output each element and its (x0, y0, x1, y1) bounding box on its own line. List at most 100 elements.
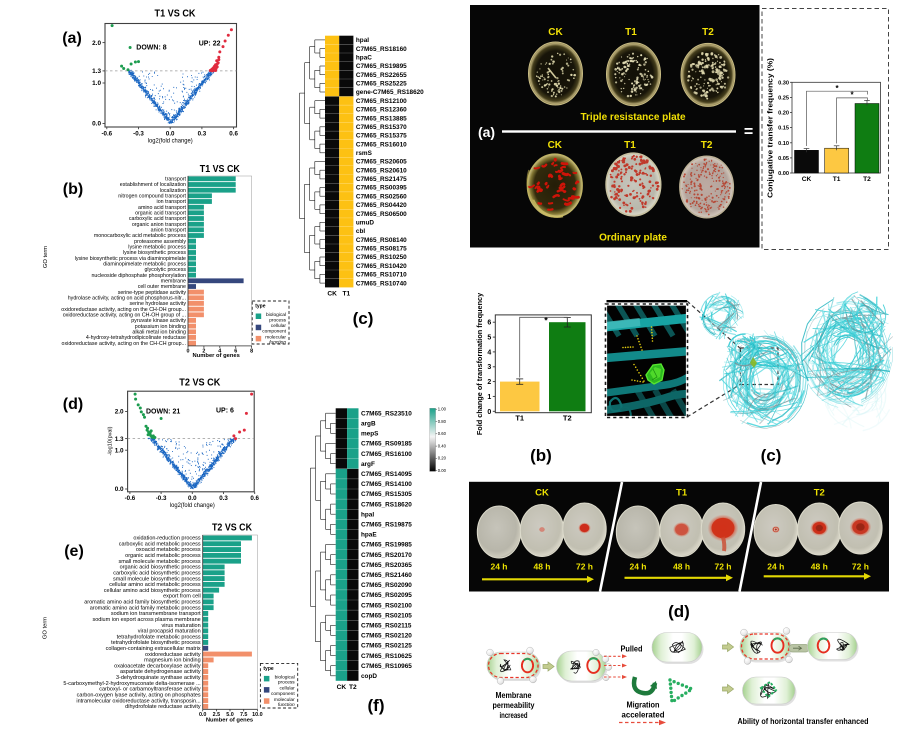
svg-text:0.0: 0.0 (199, 712, 207, 718)
svg-text:C7M65_RS22655: C7M65_RS22655 (356, 72, 407, 79)
svg-text:rsmS: rsmS (356, 150, 373, 157)
svg-text:CK: CK (337, 684, 347, 691)
svg-text:C7M65_RS12360: C7M65_RS12360 (356, 107, 407, 114)
svg-text:0.20: 0.20 (778, 111, 789, 117)
svg-text:C7M65_RS02120: C7M65_RS02120 (361, 633, 412, 640)
svg-text:0.3: 0.3 (198, 130, 207, 137)
svg-text:oxidoreductase activity, actin: oxidoreductase activity, acting on the C… (62, 341, 186, 347)
svg-text:CK: CK (802, 176, 812, 183)
svg-text:type: type (263, 666, 274, 672)
svg-text:hpaE: hpaE (361, 532, 377, 539)
svg-text:viral procapsid maturation: viral procapsid maturation (138, 629, 201, 635)
svg-text:0.05: 0.05 (778, 156, 789, 162)
svg-text:C7M65_RS02560: C7M65_RS02560 (356, 193, 407, 200)
svg-text:nucleoside diphosphate phospho: nucleoside diphosphate phosphorylation (91, 273, 186, 279)
svg-text:log2(fold change): log2(fold change) (170, 503, 215, 509)
svg-text:T1: T1 (625, 27, 637, 38)
svg-text:oxaloacetate decarboxylase act: oxaloacetate decarboxylase activity (114, 663, 201, 669)
svg-text:tetrahydrofolate metabolic pro: tetrahydrofolate metabolic process (117, 634, 201, 640)
svg-text:3-dehydroquinate synthase acti: 3-dehydroquinate synthase activity (116, 675, 201, 681)
svg-text:(d): (d) (63, 396, 83, 413)
svg-text:T1: T1 (515, 414, 524, 423)
svg-text:C7M65_RS10420: C7M65_RS10420 (356, 263, 407, 270)
svg-text:potassium ion binding: potassium ion binding (135, 324, 186, 330)
svg-text:0.0: 0.0 (188, 495, 197, 502)
svg-text:C7M65_RS04420: C7M65_RS04420 (356, 202, 407, 209)
svg-text:T1 VS CK: T1 VS CK (200, 164, 241, 175)
svg-text:gene-C7M65_RS18620: gene-C7M65_RS18620 (356, 89, 424, 96)
svg-text:anion transport: anion transport (151, 228, 187, 234)
svg-text:carbon-oxygen lyase activity,: carbon-oxygen lyase activity, acting on … (77, 693, 201, 699)
svg-text:function: function (278, 702, 295, 708)
svg-text:export from cell: export from cell (163, 594, 201, 600)
svg-text:permeability: permeability (493, 701, 535, 710)
svg-text:mepS: mepS (361, 431, 379, 438)
svg-text:6: 6 (487, 320, 491, 327)
svg-text:Fold change of transformation: Fold change of transformation frequency (475, 292, 484, 435)
svg-text:C7M65_RS20610: C7M65_RS20610 (356, 167, 407, 174)
svg-text:C7M65_RS10965: C7M65_RS10965 (361, 663, 412, 670)
svg-text:oxidoreductase activity: oxidoreductase activity (145, 652, 201, 658)
svg-text:6: 6 (234, 349, 237, 355)
svg-text:C7M65_RS06500: C7M65_RS06500 (356, 211, 407, 218)
svg-text:7.5: 7.5 (240, 712, 248, 718)
svg-text:lysine biosynthetic process: lysine biosynthetic process (123, 250, 186, 256)
svg-text:intramolecular oxidoreductase: intramolecular oxidoreductase activity, … (76, 698, 201, 704)
svg-text:1.0: 1.0 (92, 80, 101, 87)
svg-text:C7M65_RS02115: C7M65_RS02115 (361, 623, 412, 630)
svg-text:0.00: 0.00 (778, 171, 789, 177)
svg-text:type: type (255, 304, 266, 310)
svg-text:C7M65_RS19985: C7M65_RS19985 (361, 542, 412, 549)
svg-text:carboxylic acid transport: carboxylic acid transport (129, 216, 187, 222)
svg-text:5-carboxymethyl-2-hydroxymucon: 5-carboxymethyl-2-hydroxymuconate delta-… (63, 681, 201, 687)
svg-text:(c): (c) (353, 309, 374, 328)
svg-text:C7M65_RS00395: C7M65_RS00395 (356, 185, 407, 192)
svg-text:4: 4 (487, 349, 491, 356)
svg-text:1.3: 1.3 (115, 436, 124, 443)
svg-text:C7M65_RS16100: C7M65_RS16100 (361, 451, 412, 458)
svg-text:oxoacid metabolic process: oxoacid metabolic process (136, 547, 201, 553)
svg-text:Triple resistance plate: Triple resistance plate (580, 112, 685, 123)
svg-text:*: * (835, 84, 839, 93)
svg-text:biological: biological (266, 312, 286, 318)
svg-text:C7M65_RS19895: C7M65_RS19895 (356, 63, 407, 70)
svg-text:72 h: 72 h (714, 562, 731, 572)
svg-text:10.0: 10.0 (252, 712, 263, 718)
svg-text:alkali metal ion binding: alkali metal ion binding (132, 329, 186, 335)
svg-text:hydrolase activity, acting on: hydrolase activity, acting on acid phosp… (68, 296, 186, 302)
svg-text:0.15: 0.15 (778, 126, 789, 132)
svg-text:0.00: 0.00 (438, 468, 447, 473)
svg-text:2: 2 (487, 379, 491, 386)
svg-text:GO term: GO term (43, 246, 49, 268)
svg-text:(a): (a) (478, 124, 495, 140)
svg-text:0.0: 0.0 (92, 121, 101, 128)
svg-text:1.00: 1.00 (438, 407, 447, 412)
svg-text:magnesium ion binding: magnesium ion binding (144, 658, 201, 664)
svg-text:cbl: cbl (356, 228, 365, 235)
svg-text:0: 0 (187, 349, 190, 355)
svg-text:molecular: molecular (265, 334, 286, 340)
svg-text:function: function (269, 340, 286, 346)
svg-text:=: = (744, 124, 753, 141)
svg-text:copD: copD (361, 673, 377, 680)
svg-text:T2: T2 (814, 488, 825, 499)
svg-text:localization: localization (160, 188, 186, 194)
svg-text:DOWN: 8: DOWN: 8 (136, 45, 166, 52)
svg-text:C7M65_RS10250: C7M65_RS10250 (356, 254, 407, 261)
svg-text:(a): (a) (62, 30, 82, 47)
svg-text:72 h: 72 h (576, 562, 593, 572)
svg-text:0.0: 0.0 (166, 130, 175, 137)
svg-text:T2 VS CK: T2 VS CK (212, 523, 253, 534)
svg-text:argF: argF (361, 461, 375, 468)
svg-text:C7M65_RS23510: C7M65_RS23510 (361, 410, 412, 417)
svg-text:0.10: 0.10 (778, 141, 789, 147)
svg-text:sodium ion export across plasm: sodium ion export across plasma membrane (92, 617, 200, 623)
svg-text:2.0: 2.0 (115, 409, 124, 416)
svg-text:(c): (c) (761, 446, 782, 465)
svg-text:0.3: 0.3 (219, 495, 228, 502)
svg-text:48 h: 48 h (533, 562, 550, 572)
svg-text:ion transport: ion transport (157, 199, 187, 205)
svg-text:72 h: 72 h (852, 562, 869, 572)
svg-text:collagen-containing extracellu: collagen-containing extracellular matrix (106, 646, 201, 652)
svg-text:transport: transport (165, 177, 186, 183)
